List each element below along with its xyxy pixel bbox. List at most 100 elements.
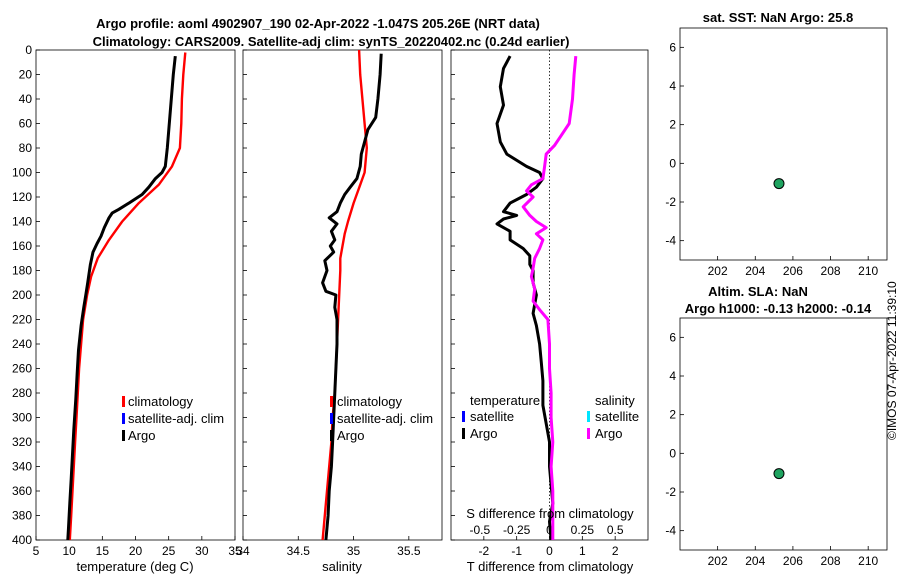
y-tick-label: 280 [12,386,32,400]
difference-top-label: S difference from climatology [466,506,634,521]
x-tick-label: 206 [783,554,803,568]
series-line-argo [66,55,177,541]
temperature-xlabel: temperature (deg C) [76,559,193,574]
salinity-legend: climatology satellite-adj. clim Argo [330,394,433,443]
legend-swatch-argo [122,430,125,441]
y-tick-label: 2 [669,118,676,132]
y-tick-label: 380 [12,509,32,523]
x-tick-label: 202 [708,554,728,568]
series-line-climatology [68,52,187,541]
legend-swatch-salinity-argo [587,428,590,439]
x-tick-label: 35 [347,544,361,558]
x-tick-label: 34 [236,544,250,558]
legend-label-salinity-argo: Argo [595,426,622,441]
y-tick-label: 4 [669,369,676,383]
x-tick-label: 204 [745,264,765,278]
y-tick-label: 0 [669,446,676,460]
legend-label-salinity-satellite: satellite [595,409,639,424]
x-tick-label: 0 [546,544,553,558]
temperature-legend: climatology satellite-adj. clim Argo [122,394,224,443]
difference-xlabel: T difference from climatology [467,559,634,574]
y-tick-label: 160 [12,239,32,253]
x-tick-label: 1 [579,544,586,558]
x-tick-label: 210 [858,554,878,568]
series-line-salinity-argo [521,55,578,540]
y-tick-label: 2 [669,408,676,422]
y-tick-label: 6 [669,330,676,344]
legend-swatch-satellite-adj [330,413,333,424]
y-tick-label: -4 [665,524,676,538]
x-tick-label: 25 [162,544,176,558]
y-tick-label: 4 [669,79,676,93]
legend-label-climatology: climatology [128,394,194,409]
salinity-panel-frame [242,49,443,541]
y-tick-label: 400 [12,533,32,547]
legend-swatch-climatology [330,396,333,407]
legend-label-temperature-argo: Argo [470,426,497,441]
x-tick-label: -1 [511,544,522,558]
x-tick-label: 35.5 [397,544,421,558]
legend-swatch-salinity-satellite [587,411,590,422]
top-x-tick-label: 0.25 [571,523,595,537]
x-tick-label: 34.5 [287,544,311,558]
x-tick-label: -2 [478,544,489,558]
y-tick-label: 6 [669,40,676,54]
x-tick-label: 210 [858,264,878,278]
x-tick-label: 208 [821,554,841,568]
top-x-tick-label: 0.5 [607,523,624,537]
y-tick-label: -2 [665,485,676,499]
y-tick-label: 140 [12,215,32,229]
x-tick-label: 208 [821,264,841,278]
argo-position-marker [773,468,785,480]
y-tick-label: 240 [12,337,32,351]
y-tick-label: -2 [665,195,676,209]
y-tick-label: -4 [665,234,676,248]
series-line-temperature-argo [495,55,555,541]
salinity-xlabel: salinity [322,559,362,574]
series-line-climatology [321,49,368,541]
y-tick-label: 100 [12,166,32,180]
legend-swatch-temperature-argo [462,428,465,439]
legend-label-satellite-adj: satellite-adj. clim [128,411,224,426]
top-x-tick-label: -0.5 [469,523,490,537]
y-tick-label: 360 [12,484,32,498]
y-tick-label: 300 [12,411,32,425]
x-tick-label: 204 [745,554,765,568]
sla-panel-frame [679,317,888,551]
x-tick-label: 30 [195,544,209,558]
x-tick-label: 202 [708,264,728,278]
sla-plot: 202 204 206 208 210 -4 -2 0 2 4 6 [665,330,878,568]
legend-label-climatology: climatology [337,394,403,409]
sla-panel-title-line1: Altim. SLA: NaN [708,284,808,299]
top-x-tick-label: -0.25 [503,523,531,537]
figure-title-line1: Argo profile: aoml 4902907_190 02-Apr-20… [96,16,540,31]
x-tick-label: 206 [783,264,803,278]
temperature-panel-frame [35,49,236,541]
y-tick-label: 220 [12,313,32,327]
y-tick-label: 40 [19,92,33,106]
y-tick-label: 120 [12,190,32,204]
sst-plot: 202 204 206 208 210 -4 -2 0 2 4 6 [665,40,878,278]
y-tick-label: 60 [19,117,33,131]
temperature-plot: 5 10 15 20 25 30 35 0 20 40 60 80 100 120 140 160 180 200… [12,43,242,558]
legend-label-satellite-adj: satellite-adj. clim [337,411,433,426]
x-tick-label: 35 [228,544,242,558]
x-tick-label: 5 [33,544,40,558]
x-tick-label: 2 [612,544,619,558]
legend-swatch-satellite-adj [122,413,125,424]
sst-panel-frame [679,27,888,261]
y-tick-label: 200 [12,288,32,302]
legend-swatch-temperature-satellite [462,411,465,422]
legend-label-argo: Argo [337,428,364,443]
y-tick-label: 340 [12,460,32,474]
y-tick-label: 260 [12,362,32,376]
y-tick-label: 320 [12,435,32,449]
sst-panel-title: sat. SST: NaN Argo: 25.8 [703,10,854,25]
salinity-plot: 34 34.5 35 35.5 [236,49,421,558]
x-tick-label: 15 [96,544,110,558]
difference-legend: temperature satellite Argo salinity sate… [462,393,639,441]
argo-position-marker [773,178,785,190]
y-tick-label: 20 [19,68,33,82]
difference-plot: -2 -1 0 1 2-0.5 -0.25 0 0.25 0.5 [451,49,624,558]
y-tick-label: 80 [19,141,33,155]
